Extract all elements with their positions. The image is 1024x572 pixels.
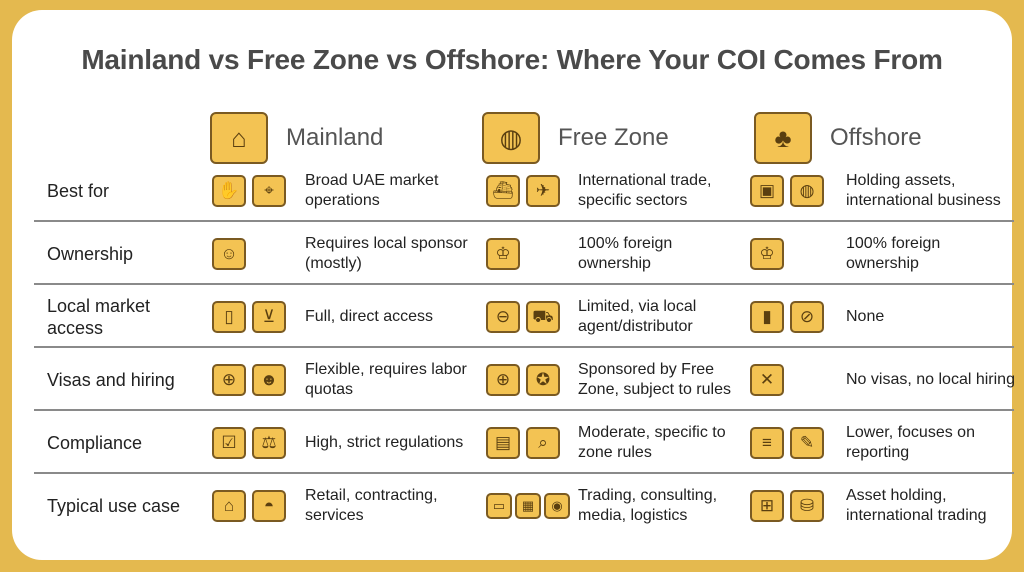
pen-icon: ✎ bbox=[790, 426, 824, 459]
cell-text: No visas, no local hiring bbox=[846, 370, 1015, 388]
cell-text: High, strict regulations bbox=[305, 433, 464, 451]
laptop-icon: ▭ bbox=[486, 492, 512, 519]
cell-icons: ☺ bbox=[212, 222, 296, 285]
magnifier-icon: ⌕ bbox=[526, 426, 560, 459]
cell-icons: ⌂ ◓ bbox=[212, 474, 296, 537]
palm-island-icon: ♣ bbox=[754, 112, 812, 164]
column-header-mainland: ⌂ Mainland bbox=[210, 110, 383, 166]
retail-store-icon: ⌂ bbox=[212, 489, 246, 522]
cell-text: Broad UAE market operations bbox=[305, 171, 439, 209]
open-door-icon: ▯ bbox=[212, 300, 246, 333]
cell-icons: ☑ ⚖ bbox=[212, 411, 296, 474]
ship-icon: ⛴ bbox=[486, 174, 520, 207]
cell-icons: ▤ ⌕ bbox=[486, 411, 570, 474]
cell-text: International trade, specific sectors bbox=[578, 171, 712, 209]
coins-icon: ⛁ bbox=[790, 489, 824, 522]
cell-icons: ♔ bbox=[486, 222, 570, 285]
cell-text: Holding assets, international business bbox=[846, 171, 1001, 209]
crowned-person-icon: ♔ bbox=[750, 237, 784, 270]
table-row: Typical use case ⌂ ◓ Retail, contracting, s… bbox=[34, 474, 1014, 537]
crowned-person-icon: ♔ bbox=[486, 237, 520, 270]
cell-icons: ✕ bbox=[750, 348, 834, 411]
table-row: Best for ✋ ⌖ Broad UAE market operations ⛴ ✈ I… bbox=[34, 159, 1014, 222]
crossed-passport-icon: ✕ bbox=[750, 363, 784, 396]
cell-icons: ⊞ ⛁ bbox=[750, 474, 834, 537]
cell-icons: ▯ ⊻ bbox=[212, 285, 296, 348]
column-header-label: Mainland bbox=[286, 124, 384, 151]
shopping-cart-icon: ⊻ bbox=[252, 300, 286, 333]
package-icon: ▦ bbox=[515, 492, 541, 519]
checklist-icon: ☑ bbox=[212, 426, 246, 459]
map-pin-icon: ⌖ bbox=[252, 174, 286, 207]
row-label: Ownership bbox=[47, 243, 134, 264]
cell-text: Flexible, requires labor quotas bbox=[305, 360, 467, 398]
document-icon: ≡ bbox=[750, 426, 784, 459]
award-badge-icon: ✪ bbox=[526, 363, 560, 396]
government-building-icon: ⌂ bbox=[210, 112, 268, 164]
cell-icons: ⛴ ✈ bbox=[486, 159, 570, 222]
table-row: Visas and hiring ⊕ ☻ Flexible, requires lab… bbox=[34, 348, 1015, 411]
cell-icons: ≡ ✎ bbox=[750, 411, 834, 474]
cell-icons: ⊖ ⛟ bbox=[486, 285, 570, 348]
cell-icons: ✋ ⌖ bbox=[212, 159, 296, 222]
handshake-icon: ✋ bbox=[212, 174, 246, 207]
table-row: Compliance ☑ ⚖ High, strict regulations ▤ ⌕ Mo… bbox=[34, 411, 1014, 474]
airplane-icon: ✈ bbox=[526, 174, 560, 207]
table-row: Ownership ☺ Requires local sponsor (mostly… bbox=[34, 222, 1014, 285]
cell-text: Moderate, specific to zone rules bbox=[578, 423, 726, 461]
column-header-offshore: ♣ Offshore bbox=[754, 110, 922, 166]
group-icon: ☻ bbox=[252, 363, 286, 396]
row-label: Typical use case bbox=[47, 495, 181, 516]
cell-icons: ▭ ▦ ◉ bbox=[486, 474, 570, 537]
page-title: Mainland vs Free Zone vs Offshore: Where… bbox=[81, 44, 943, 75]
rule-book-icon: ▤ bbox=[486, 426, 520, 459]
row-label: Local market access bbox=[47, 295, 151, 338]
cell-icons: ▮ ⊘ bbox=[750, 285, 834, 348]
infographic-card: Mainland vs Free Zone vs Offshore: Where… bbox=[12, 10, 1015, 560]
column-header-label: Free Zone bbox=[558, 124, 669, 151]
safe-icon: ⊞ bbox=[750, 489, 784, 522]
hard-hat-icon: ◓ bbox=[252, 489, 286, 522]
globe-gate-icon: ◍ bbox=[482, 112, 540, 164]
delivery-truck-icon: ⛟ bbox=[526, 300, 560, 333]
gavel-icon: ⚖ bbox=[252, 426, 286, 459]
cell-icons: ⊕ ☻ bbox=[212, 348, 296, 411]
column-header-label: Offshore bbox=[830, 124, 922, 151]
column-header-free-zone: ◍ Free Zone bbox=[482, 110, 669, 166]
row-label: Best for bbox=[47, 180, 110, 201]
passports-icon: ⊕ bbox=[212, 363, 246, 396]
cell-text: Requires local sponsor (mostly) bbox=[305, 234, 468, 272]
row-label: Visas and hiring bbox=[47, 369, 175, 390]
cell-text: Sponsored by Free Zone, subject to rules bbox=[578, 360, 731, 398]
camera-icon: ◉ bbox=[544, 492, 570, 519]
prohibited-icon: ⊘ bbox=[790, 300, 824, 333]
cell-icons: ▣ ◍ bbox=[750, 159, 834, 222]
cell-text: Trading, consulting, media, logistics bbox=[578, 486, 718, 524]
cell-text: 100% foreign ownership bbox=[846, 234, 941, 272]
cell-text: Asset holding, international trading bbox=[846, 486, 987, 524]
cell-icons: ⊕ ✪ bbox=[486, 348, 570, 411]
cell-text: Retail, contracting, services bbox=[305, 486, 438, 524]
globe-icon: ◍ bbox=[790, 174, 824, 207]
cell-text: Full, direct access bbox=[305, 307, 434, 325]
barrier-icon: ⊖ bbox=[486, 300, 520, 333]
row-label: Compliance bbox=[47, 432, 143, 453]
table-row: Local market access ▯ ⊻ Full, direct access… bbox=[34, 285, 1014, 348]
closed-door-icon: ▮ bbox=[750, 300, 784, 333]
cell-icons: ♔ bbox=[750, 222, 834, 285]
cell-text: Limited, via local agent/distributor bbox=[578, 297, 697, 335]
cell-text: 100% foreign ownership bbox=[578, 234, 673, 272]
two-people-icon: ☺ bbox=[212, 237, 246, 270]
cell-text: Lower, focuses on reporting bbox=[846, 423, 975, 461]
cell-text: None bbox=[846, 307, 885, 325]
passport-icon: ⊕ bbox=[486, 363, 520, 396]
treasure-chest-icon: ▣ bbox=[750, 174, 784, 207]
